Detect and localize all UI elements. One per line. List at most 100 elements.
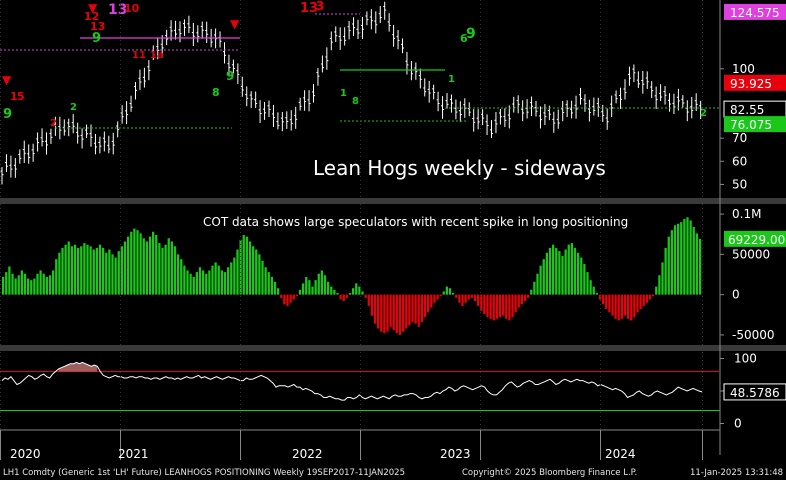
index-y-tick-label: 0 bbox=[734, 417, 742, 431]
cot-bar bbox=[58, 252, 61, 295]
cot-bar bbox=[330, 286, 333, 295]
cot-bar bbox=[52, 270, 55, 295]
cot-bar bbox=[223, 272, 227, 295]
cot-bar bbox=[667, 236, 670, 295]
cot-bar bbox=[358, 286, 361, 295]
cot-bar bbox=[530, 289, 533, 295]
cot-bar bbox=[152, 231, 155, 295]
cot-bar bbox=[470, 294, 473, 298]
cot-bar bbox=[242, 235, 245, 295]
cot-bar bbox=[445, 286, 448, 295]
cot-bar bbox=[95, 247, 98, 295]
cot-bar bbox=[573, 247, 577, 295]
index-y-tick-label: 100 bbox=[734, 352, 757, 366]
cot-bar bbox=[117, 251, 120, 295]
cot-bar bbox=[42, 273, 45, 295]
cot-bar bbox=[370, 294, 373, 316]
sequential-count-marker: 13 bbox=[90, 20, 105, 33]
cot-bar bbox=[583, 264, 586, 295]
cot-bar bbox=[61, 247, 64, 295]
cot-bar bbox=[145, 241, 148, 295]
cot-bar bbox=[517, 294, 520, 308]
panel-divider-bottom[interactable] bbox=[0, 345, 786, 351]
cot-bar bbox=[208, 270, 211, 295]
cot-bar bbox=[592, 286, 595, 295]
cot-bar bbox=[20, 270, 23, 295]
down-arrow-icon: ▼ bbox=[88, 1, 98, 15]
price-level-label: 124.575 bbox=[730, 6, 780, 20]
cot-bar bbox=[367, 294, 370, 306]
cot-bar bbox=[658, 275, 661, 295]
cot-bar bbox=[89, 246, 92, 295]
cot-bar bbox=[311, 286, 314, 295]
sequential-count-marker: 11 bbox=[132, 50, 146, 61]
cot-bar bbox=[264, 267, 267, 295]
cot-bar bbox=[283, 294, 286, 305]
cot-bar bbox=[458, 294, 461, 303]
price-level-label: 76.075 bbox=[730, 118, 772, 132]
cot-bar bbox=[248, 241, 252, 295]
cot-bar bbox=[102, 247, 105, 295]
cot-bar bbox=[36, 273, 39, 295]
cot-bar bbox=[561, 255, 564, 295]
cot-bar bbox=[192, 276, 195, 295]
cot-bar bbox=[670, 230, 673, 295]
sequential-count-marker: 9 bbox=[3, 107, 12, 122]
cot-bar bbox=[639, 294, 642, 310]
cot-bar bbox=[336, 293, 339, 295]
cot-bar bbox=[661, 262, 664, 295]
last-price-label: 82.55 bbox=[730, 103, 764, 117]
cot-bar bbox=[245, 236, 248, 295]
cot-bar bbox=[389, 294, 392, 327]
cot-bar bbox=[483, 294, 486, 314]
sequential-count-marker: 1 bbox=[340, 88, 347, 99]
cot-bar bbox=[39, 270, 42, 295]
cot-bar bbox=[217, 265, 220, 295]
cot-bar bbox=[655, 286, 658, 295]
cot-bar bbox=[648, 294, 652, 300]
cot-bar bbox=[442, 291, 445, 295]
sequential-count-marker: 3 bbox=[316, 0, 324, 13]
cot-bar bbox=[23, 273, 27, 295]
cot-bar bbox=[164, 244, 167, 295]
cot-bar bbox=[377, 294, 380, 329]
sequential-count-marker: 2 bbox=[700, 108, 707, 119]
price-level-label: 93.925 bbox=[730, 77, 772, 91]
cot-bar bbox=[142, 238, 145, 295]
panel-divider-top[interactable] bbox=[0, 198, 786, 204]
cot-bar bbox=[558, 251, 561, 295]
cot-bar bbox=[148, 236, 152, 295]
cot-bar bbox=[308, 280, 311, 295]
cot-bar bbox=[617, 294, 620, 321]
cot-bar bbox=[158, 243, 161, 295]
cot-bar bbox=[202, 270, 205, 295]
sequential-count-marker: 2 bbox=[50, 118, 57, 129]
cot-bar bbox=[73, 244, 77, 295]
cot-bar bbox=[211, 265, 214, 295]
sequential-count-marker: 1a bbox=[150, 50, 164, 61]
sequential-count-marker: 9 bbox=[226, 69, 234, 83]
cot-bar bbox=[505, 294, 508, 319]
cot-bar bbox=[580, 257, 583, 295]
footer-timestamp: 11-Jan-2025 13:31:48 bbox=[690, 468, 783, 478]
cot-bar bbox=[430, 294, 433, 308]
cot-bar bbox=[92, 249, 95, 295]
cot-bar bbox=[395, 294, 398, 334]
cot-bar bbox=[539, 265, 542, 295]
cot-bar bbox=[345, 294, 348, 298]
cot-bar bbox=[698, 238, 702, 295]
cot-bar bbox=[64, 244, 67, 295]
cot-bar bbox=[408, 294, 411, 326]
sequential-count-marker: 1 bbox=[448, 74, 455, 85]
cot-bar bbox=[133, 228, 136, 295]
price-y-tick-label: 60 bbox=[732, 154, 747, 168]
cot-bar bbox=[252, 246, 255, 295]
cot-bar bbox=[305, 276, 308, 295]
cot-positioning-panel: 0.1M 50000 0 -50000 69229.00 bbox=[2, 207, 786, 342]
index-panel: 05010048.5786 bbox=[0, 352, 786, 431]
cot-bar bbox=[205, 273, 208, 295]
cot-bar bbox=[273, 281, 277, 295]
cot-bar bbox=[570, 243, 573, 295]
cot-bar bbox=[67, 241, 70, 295]
